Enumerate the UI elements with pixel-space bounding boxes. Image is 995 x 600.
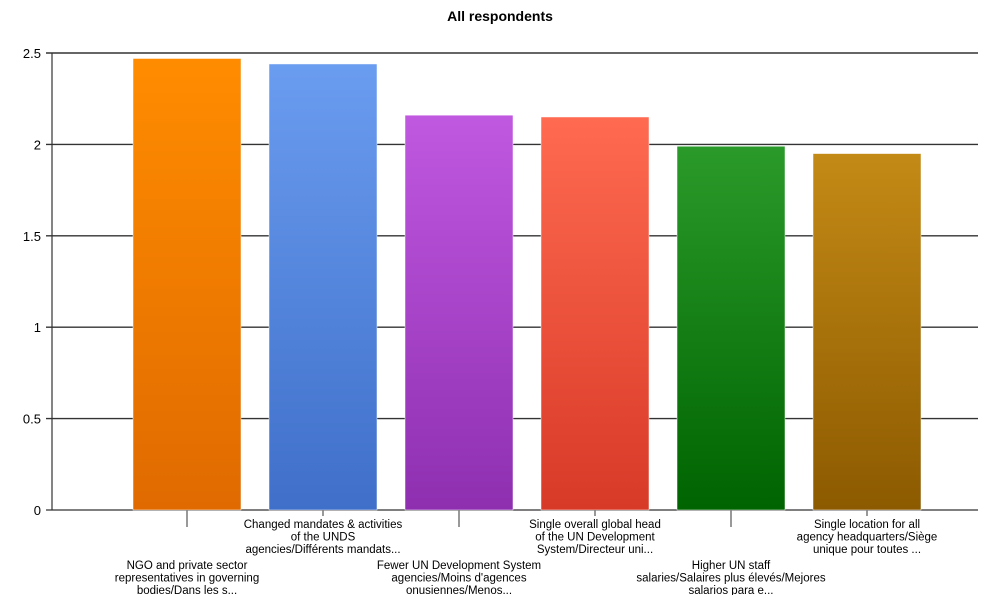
y-tick-labels: 0 0.5 1 1.5 2 2.5	[23, 46, 41, 518]
x-tick-label-line: agencies/Différents mandats...	[245, 544, 400, 556]
x-tick-label: Single location for all agency headquarte…	[797, 519, 938, 556]
bar	[812, 153, 922, 511]
bar	[540, 116, 650, 511]
x-tick-label-line: agencies/Moins d'agences	[391, 573, 526, 585]
x-tick-label: Higher UN staff salaries/Salaires plus él…	[636, 560, 825, 595]
x-tick-label-line: NGO and private sector	[127, 560, 248, 572]
chart-title: All respondents	[447, 8, 553, 24]
x-tick-label: Fewer UN Development System agencies/Moin…	[377, 560, 541, 595]
x-tick-label-line: of the UN Development	[535, 532, 655, 544]
x-tick-label-line: Single location for all	[814, 519, 920, 531]
x-category-labels: NGO and private sector representatives in…	[115, 519, 938, 597]
x-tick-label-line: bodies/Dans les s...	[137, 585, 237, 595]
x-tick-label: Changed mandates & activities of the UNDS…	[244, 519, 403, 556]
x-tick-label: NGO and private sector representatives in…	[115, 560, 259, 595]
x-tick-label-line: Changed mandates & activities	[244, 519, 403, 531]
x-tick-label-line: unique pour toutes ...	[813, 544, 921, 556]
x-tick-label-line: salaries/Salaires plus élevés/Mejores	[636, 573, 825, 585]
x-tick-label-line: onusiennes/Menos...	[406, 585, 512, 595]
y-tick-label: 2	[34, 137, 41, 152]
y-tick-label: 0	[34, 503, 41, 518]
bar	[268, 63, 378, 511]
x-tick-label-line: representatives in governing	[115, 573, 259, 585]
x-tick-label-line: Fewer UN Development System	[377, 560, 541, 572]
x-tick-label-line: Higher UN staff	[692, 560, 771, 572]
x-tick-label-line: Single overall global head	[529, 519, 661, 531]
y-tick-label: 1	[34, 320, 41, 335]
x-tick-label-line: System/Directeur uni...	[537, 544, 653, 556]
y-tick-label: 0.5	[23, 412, 41, 427]
bar	[404, 114, 514, 511]
x-tick-label-line: salarios para e...	[688, 585, 773, 595]
bar	[132, 58, 242, 511]
y-tick-label: 2.5	[23, 46, 41, 61]
x-tick-label: Single overall global head of the UN Deve…	[529, 519, 661, 556]
bars	[132, 58, 922, 511]
x-tick-label-line: agency headquarters/Siège	[797, 532, 938, 544]
bar	[676, 145, 786, 511]
y-tick-label: 1.5	[23, 229, 41, 244]
x-tick-label-line: of the UNDS	[291, 532, 356, 544]
